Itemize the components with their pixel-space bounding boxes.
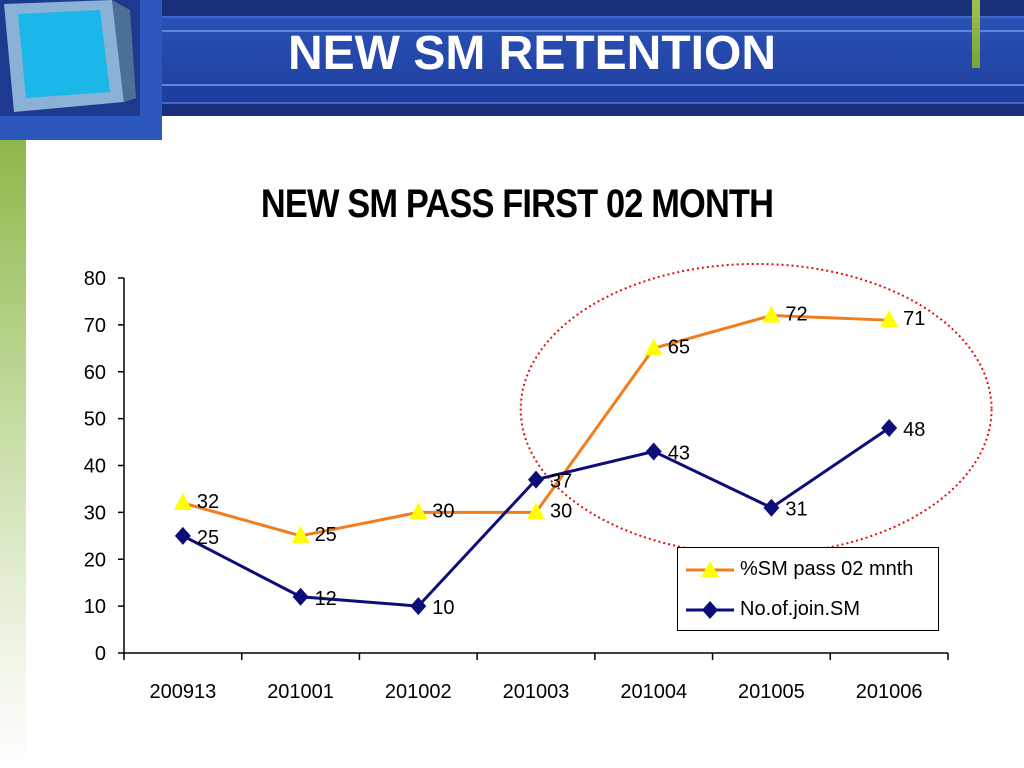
x-tick-label: 201002 [385,681,452,703]
side-accent-strip [0,140,26,768]
data-point [762,305,781,323]
header-line [162,84,1024,86]
data-label: 12 [315,588,337,610]
x-tick-label: 200913 [149,681,216,703]
data-point [173,493,192,510]
data-label: 43 [668,442,690,464]
data-label: 32 [197,491,219,513]
x-tick-label: 201003 [503,681,570,703]
data-label: 30 [432,500,454,522]
data-point [880,310,899,328]
data-point [528,470,544,489]
data-label: 25 [197,527,219,549]
data-point [409,502,428,520]
data-point [292,587,309,606]
data-label: 71 [903,308,925,330]
slide-title: NEW SM RETENTION [288,27,776,80]
computer-monitor-icon [4,0,136,112]
x-tick-label: 201004 [620,681,687,703]
y-tick-label: 50 [84,409,106,431]
y-tick-label: 60 [84,362,106,384]
data-point [645,442,662,461]
data-label: 25 [315,524,337,546]
data-point [291,525,310,543]
data-label: 10 [432,597,454,619]
legend-label: %SM pass 02 mnth [740,558,914,580]
data-point [644,338,663,356]
data-label: 30 [550,500,572,522]
data-label: 31 [785,499,807,521]
legend-item: %SM pass 02 mnth [678,554,938,584]
data-label: 72 [785,304,807,326]
triangle-marker-icon [686,561,734,577]
y-tick-label: 10 [84,596,106,618]
accent-bar [972,0,980,68]
y-tick-label: 20 [84,549,106,571]
chart-title: NEW SM PASS FIRST 02 MONTH [260,182,774,226]
data-label: 48 [903,419,925,441]
x-tick-label: 201005 [738,681,805,703]
y-tick-label: 70 [84,315,106,337]
data-label: 65 [668,336,690,358]
header-line [162,30,1024,32]
chart-legend: %SM pass 02 mnth No.of.join.SM [677,547,939,631]
data-point [881,419,898,437]
data-label: 37 [550,471,572,493]
y-tick-label: 30 [84,502,106,524]
legend-label: No.of.join.SM [740,598,861,620]
y-tick-label: 40 [84,456,106,478]
data-point [410,597,427,616]
x-tick-label: 201006 [856,681,923,703]
legend-item: No.of.join.SM [678,594,938,624]
annotation-ellipse [519,262,993,556]
data-point [174,526,191,545]
data-point [527,502,545,520]
logo-block [0,0,162,140]
y-tick-label: 0 [95,643,106,665]
diamond-marker-icon [686,601,734,619]
y-tick-label: 80 [84,268,106,290]
x-tick-label: 201001 [267,681,334,703]
data-point [763,498,780,517]
